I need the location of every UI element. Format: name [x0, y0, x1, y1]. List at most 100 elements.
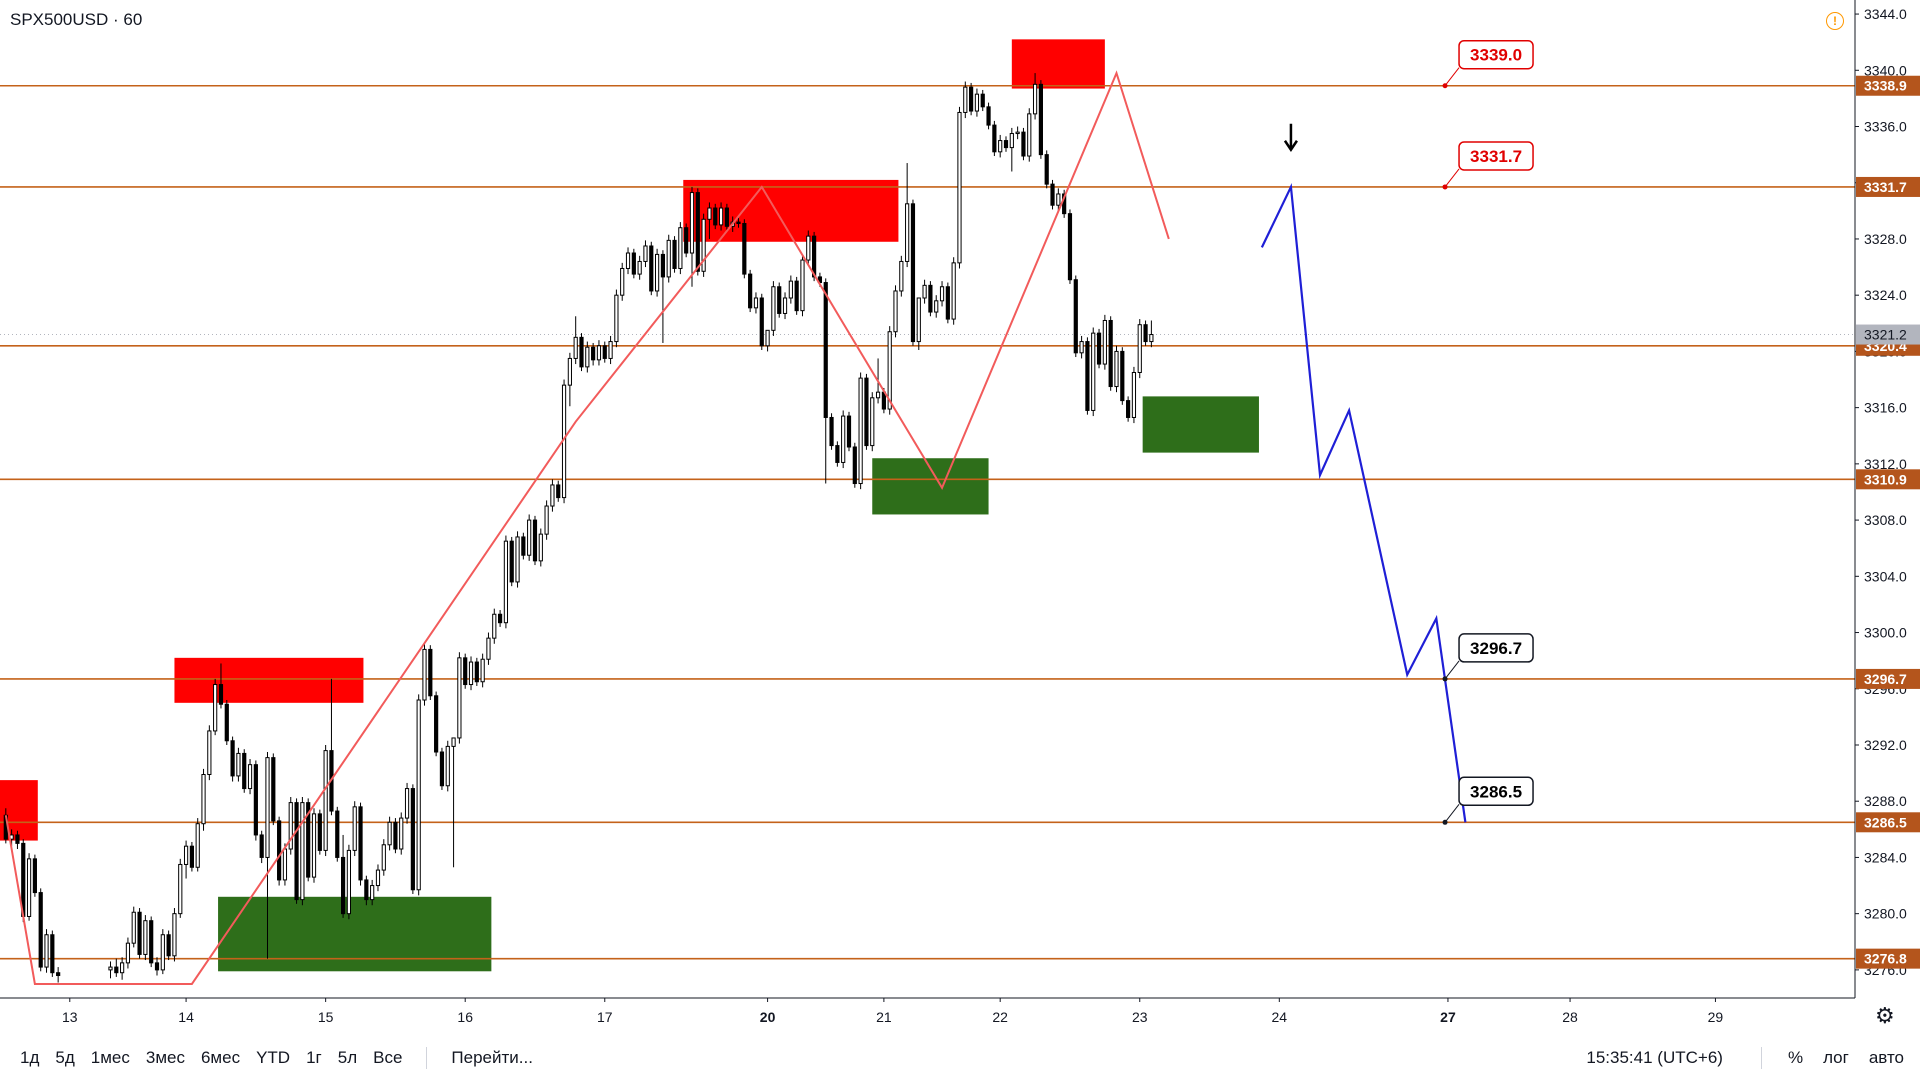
candle-body: [236, 752, 241, 777]
candle-body: [143, 920, 148, 955]
candle-body: [247, 764, 253, 790]
candle-body: [1067, 213, 1073, 281]
timeframe-5d[interactable]: 5д: [55, 1047, 75, 1067]
timeframe-3m[interactable]: 3мес: [145, 1047, 185, 1067]
current-price-tag: [1856, 324, 1920, 345]
log-scale-toggle[interactable]: лог: [1823, 1047, 1849, 1067]
candle-body: [969, 86, 974, 112]
gear-icon[interactable]: ⚙: [1875, 1003, 1895, 1028]
candle-body: [497, 613, 503, 624]
candle-body: [346, 849, 352, 915]
candle-body: [1073, 279, 1078, 354]
level-price-label: 3276.8: [1864, 951, 1907, 967]
candle-body: [300, 802, 305, 901]
candle-body: [492, 613, 497, 639]
candle-body: [1126, 400, 1131, 418]
candle-body: [660, 253, 666, 278]
projection-line: [1260, 182, 1467, 823]
level-price-tag: [1856, 812, 1920, 833]
candle-body: [945, 286, 950, 320]
candle-body: [782, 297, 788, 314]
warning-icon[interactable]: !: [1826, 12, 1844, 30]
timeframe-5y[interactable]: 5л: [337, 1047, 358, 1067]
candle-body: [939, 286, 945, 302]
candle-body: [410, 788, 415, 891]
candle-body: [841, 415, 846, 463]
price-axis: 3344.03340.03336.03332.03328.03324.03320…: [1854, 0, 1920, 998]
current-price-label: 3321.2: [1864, 327, 1907, 343]
horizontal-levels: [0, 84, 1855, 960]
candle-body: [608, 341, 613, 359]
candle-body: [137, 911, 142, 955]
candle-body: [1085, 341, 1090, 411]
timeframe-ytd[interactable]: YTD: [256, 1047, 291, 1067]
candle-body: [306, 802, 311, 878]
timeframe-1d[interactable]: 1д: [20, 1047, 40, 1067]
candle-body: [370, 885, 375, 901]
time-axis: 13 14 15 16 17 20 21 22 23 24 27 28 29: [0, 997, 1855, 1025]
candle-body: [724, 207, 729, 227]
candle-body: [323, 750, 328, 851]
candle-body: [1009, 133, 1014, 149]
candle-body: [1079, 341, 1084, 354]
level-price-label: 3331.7: [1864, 179, 1907, 195]
candle-body: [317, 813, 322, 851]
clock-display[interactable]: 15:35:41 (UTC+6): [1586, 1047, 1723, 1067]
y-tick-label: 3300.0: [1864, 625, 1907, 641]
level-price-tag: [1856, 668, 1920, 689]
candle-body: [928, 284, 933, 313]
callout-label: 3339.0: [1470, 46, 1522, 65]
candle-body: [689, 192, 695, 254]
candle-body: [195, 823, 200, 868]
level-price-label: 3310.9: [1864, 471, 1907, 487]
candle-body: [800, 259, 805, 312]
goto-date-button[interactable]: Перейти...: [451, 1047, 533, 1067]
y-tick-label: 3308.0: [1864, 512, 1907, 528]
timeframe-1y[interactable]: 1г: [306, 1047, 322, 1067]
candle-body: [998, 140, 1003, 153]
level-price-tag: [1856, 176, 1920, 197]
candle-body: [753, 297, 759, 309]
candle-body: [399, 817, 404, 850]
candle-body: [457, 657, 462, 739]
candle-body: [986, 106, 991, 126]
auto-scale-toggle[interactable]: авто: [1868, 1047, 1904, 1067]
candle-body: [788, 280, 793, 299]
candle-body: [922, 284, 927, 299]
candle-body: [265, 757, 270, 858]
timeframe-1m[interactable]: 1мес: [90, 1047, 130, 1067]
candle-body: [1108, 319, 1113, 388]
candle-body: [294, 802, 299, 901]
candle-body: [614, 294, 619, 343]
candle-body: [114, 966, 119, 974]
x-tick-label: 22: [992, 1009, 1008, 1025]
candle-body: [259, 834, 264, 858]
candle-body: [445, 745, 450, 787]
candle-body: [503, 540, 509, 624]
timeframe-6m[interactable]: 6мес: [200, 1047, 241, 1067]
candle-body: [573, 336, 578, 359]
y-tick-label: 3336.0: [1864, 119, 1907, 135]
percent-scale-toggle[interactable]: %: [1787, 1047, 1804, 1067]
candle-body: [631, 252, 636, 275]
callout-leader: [1444, 803, 1460, 823]
candle-body: [538, 533, 543, 562]
callout-box: [1458, 141, 1534, 171]
x-tick-label: 24: [1272, 1009, 1288, 1025]
candle-body: [358, 806, 363, 881]
candle-body: [649, 245, 654, 292]
candle-body: [154, 962, 160, 971]
timeframe-all[interactable]: Все: [373, 1047, 403, 1067]
candle-body: [870, 397, 875, 447]
candle-body: [916, 297, 921, 343]
candle-body: [1102, 319, 1107, 365]
candle-body: [486, 637, 491, 660]
candle-body: [434, 695, 439, 753]
candle-body: [1131, 371, 1137, 418]
candle-body: [439, 751, 445, 787]
candle-body: [468, 661, 474, 686]
candle-body: [1044, 154, 1049, 185]
candle-body: [934, 300, 939, 313]
candle-body: [899, 260, 904, 292]
